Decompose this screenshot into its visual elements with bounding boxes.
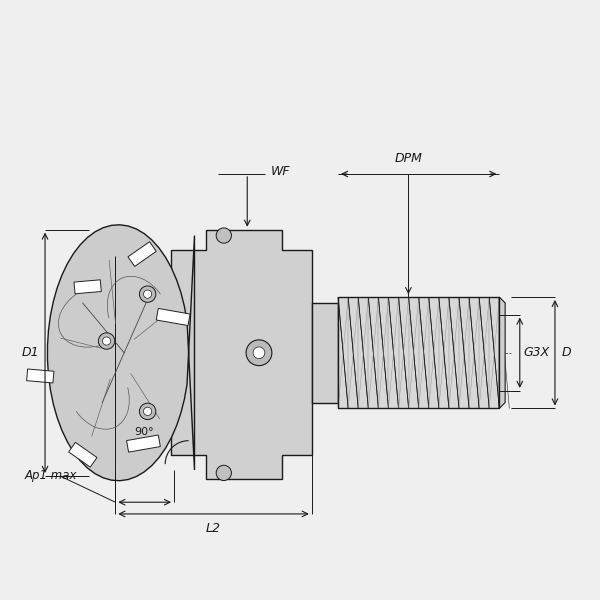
Circle shape xyxy=(216,465,232,481)
Text: D1: D1 xyxy=(22,346,39,359)
Bar xyxy=(128,242,156,266)
Text: WF: WF xyxy=(271,164,290,178)
Polygon shape xyxy=(171,230,312,479)
Circle shape xyxy=(139,286,156,302)
Polygon shape xyxy=(499,297,505,409)
Bar xyxy=(74,280,101,294)
Circle shape xyxy=(143,290,152,298)
Text: L2: L2 xyxy=(206,522,221,535)
Circle shape xyxy=(98,333,115,349)
Circle shape xyxy=(139,403,156,419)
Bar xyxy=(156,308,190,326)
Text: G3X: G3X xyxy=(523,346,550,359)
Bar xyxy=(312,303,338,403)
Circle shape xyxy=(216,228,232,243)
Bar xyxy=(127,435,160,452)
Bar xyxy=(338,297,499,409)
Bar xyxy=(26,369,54,383)
Circle shape xyxy=(143,407,152,415)
Circle shape xyxy=(246,340,272,365)
Text: 90°: 90° xyxy=(134,427,154,437)
Polygon shape xyxy=(47,225,194,481)
Circle shape xyxy=(253,347,265,359)
Text: D: D xyxy=(562,346,571,359)
Bar xyxy=(338,297,499,409)
Bar xyxy=(68,442,97,467)
Text: DPM: DPM xyxy=(394,152,422,165)
Circle shape xyxy=(103,337,110,345)
Text: Ap1 max: Ap1 max xyxy=(25,469,77,482)
